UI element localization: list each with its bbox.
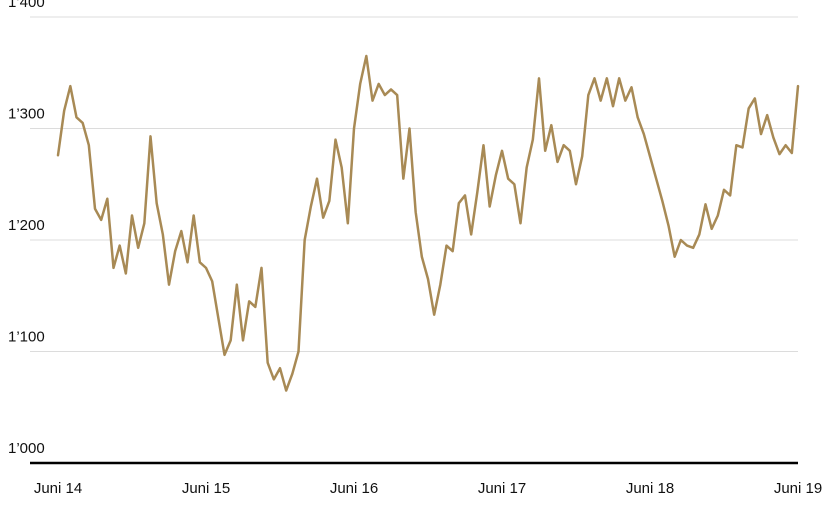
x-tick-label: Juni 14 xyxy=(34,480,82,497)
data-line xyxy=(56,54,800,392)
x-tick-label: Juni 16 xyxy=(330,480,378,497)
y-tick-label: 1’100 xyxy=(8,328,45,345)
y-tick-label: 1’200 xyxy=(8,217,45,234)
y-tick-label: 1’400 xyxy=(8,0,45,11)
x-tick-label: Juni 15 xyxy=(182,480,230,497)
y-tick-label: 1’000 xyxy=(8,440,45,457)
y-tick-label: 1’300 xyxy=(8,105,45,122)
x-tick-label: Juni 17 xyxy=(478,480,526,497)
x-tick-label: Juni 18 xyxy=(626,480,674,497)
x-tick-label: Juni 19 xyxy=(774,480,822,497)
